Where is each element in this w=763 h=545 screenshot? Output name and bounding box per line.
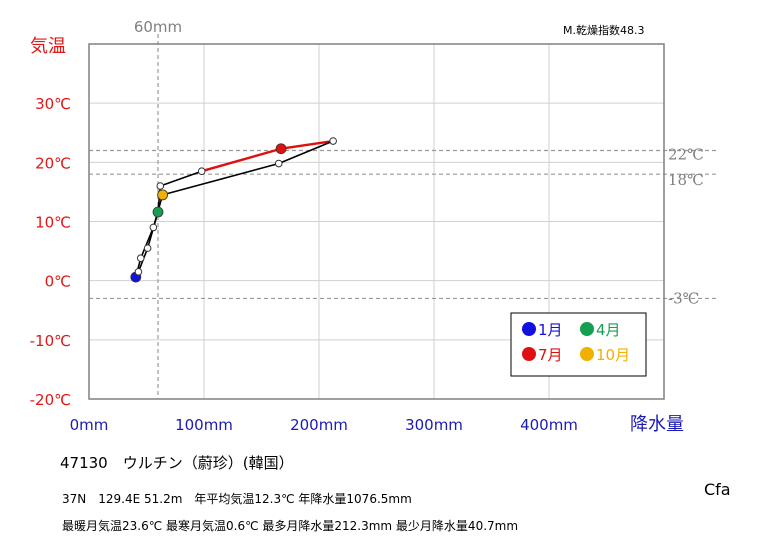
x-tick-labels: 0mm 100mm 200mm 300mm 400mm [70, 416, 578, 434]
series-segment-jul [279, 139, 335, 150]
data-point-month-3 [143, 244, 152, 252]
data-point-month-9 [274, 159, 283, 168]
reference-label-precip: 60mm [134, 18, 182, 36]
climate-code: Cfa [704, 480, 731, 499]
station-name: 47130 ウルチン（蔚珍）(韓国） [60, 454, 294, 472]
y-tick-label: 10℃ [35, 214, 71, 232]
data-point-month-11 [149, 223, 158, 232]
series-line [134, 139, 335, 279]
data-point-month-4 [152, 206, 164, 218]
series-segment [161, 162, 280, 196]
y-tick-label: -20℃ [30, 391, 71, 409]
y-axis-label: 気温 [30, 36, 66, 57]
legend-label: 10月 [596, 346, 630, 364]
x-tick-label: 300mm [405, 416, 463, 434]
legend-marker [580, 347, 594, 361]
reference-label-temp: 22℃ [668, 146, 704, 164]
legend-label: 7月 [538, 346, 563, 364]
station-info-line1: 37N 129.4E 51.2m 年平均気温12.3℃ 年降水量1076.5mm [62, 492, 412, 506]
series-segment [277, 140, 334, 165]
legend-marker [522, 347, 536, 361]
legend-box [510, 312, 647, 377]
data-point-month-12 [136, 254, 145, 262]
dryness-index: M.乾燥指数48.3 [563, 24, 645, 37]
data-point-month-6 [197, 167, 206, 176]
y-tick-label: 0℃ [45, 273, 71, 291]
series-segment-jul [200, 147, 283, 173]
x-tick-label: 200mm [290, 416, 348, 434]
data-point-month-2 [134, 267, 143, 276]
station-info-line2: 最暖月気温23.6℃ 最寒月気温0.6℃ 最多月降水量212.3mm 最少月降水… [62, 519, 519, 533]
data-point-month-5 [156, 182, 165, 190]
series-segment [139, 226, 155, 259]
reference-lines: 22℃ 18℃ -3℃ 60mm [89, 18, 716, 399]
reference-label-temp: 18℃ [668, 171, 704, 189]
y-tick-labels: 30℃ 20℃ 10℃ 0℃ -10℃ -20℃ [30, 95, 71, 409]
x-tick-label: 400mm [520, 416, 578, 434]
plot-frame [88, 43, 665, 400]
data-point-month-10 [157, 189, 169, 201]
y-tick-label: 20℃ [35, 154, 71, 172]
legend-label: 1月 [538, 321, 563, 339]
legend-label: 4月 [596, 321, 621, 339]
series-segment [159, 170, 203, 187]
legend-marker [580, 322, 594, 336]
data-point-month-7 [275, 143, 287, 155]
data-points [130, 137, 337, 283]
y-tick-label: 30℃ [35, 95, 71, 113]
data-point-month-8 [329, 137, 337, 145]
legend: 1月 4月 7月 10月 [510, 312, 647, 377]
y-tick-label: -10℃ [30, 332, 71, 350]
reference-label-temp: -3℃ [668, 289, 699, 307]
legend-marker [522, 322, 536, 336]
x-tick-label: 0mm [70, 416, 109, 434]
x-tick-label: 100mm [175, 416, 233, 434]
x-axis-label: 降水量 [630, 414, 684, 435]
